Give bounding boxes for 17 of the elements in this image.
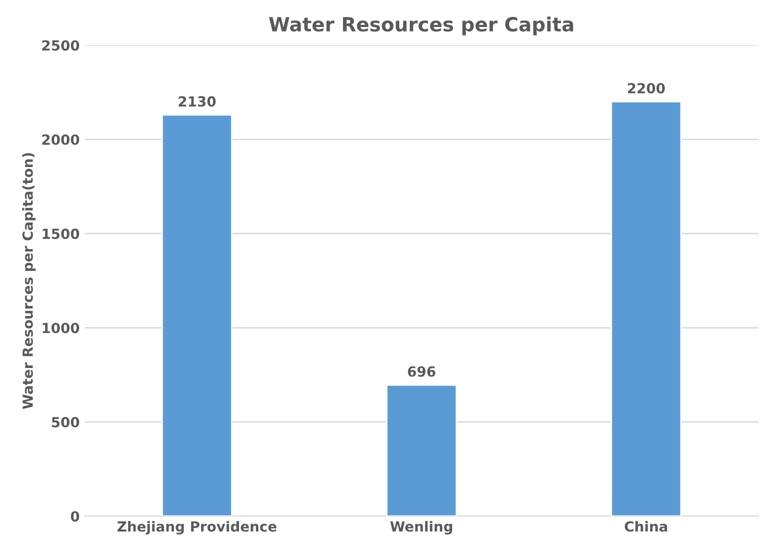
x-tick-label: China: [624, 520, 668, 532]
bar: [386, 384, 458, 516]
bar: [161, 114, 232, 516]
x-tick-label: Zhejiang Providence: [118, 520, 276, 535]
y-tick-label: 0: [70, 511, 80, 522]
data-label: 696: [408, 366, 436, 377]
y-tick-label: 500: [52, 416, 80, 428]
x-tick-label: Wenling: [390, 520, 452, 535]
data-label: 2200: [628, 82, 665, 94]
y-tick-label: 2500: [42, 40, 80, 51]
data-label: 2130: [178, 96, 216, 107]
bar: [610, 101, 682, 516]
y-tick-label: 1000: [42, 322, 80, 334]
y-tick-label: 2000: [42, 134, 80, 145]
y-tick-label: 1500: [42, 228, 80, 240]
y-axis-title: Water Resources per Capita(ton): [22, 153, 36, 409]
chart-title: Water Resources per Capita: [269, 16, 574, 36]
